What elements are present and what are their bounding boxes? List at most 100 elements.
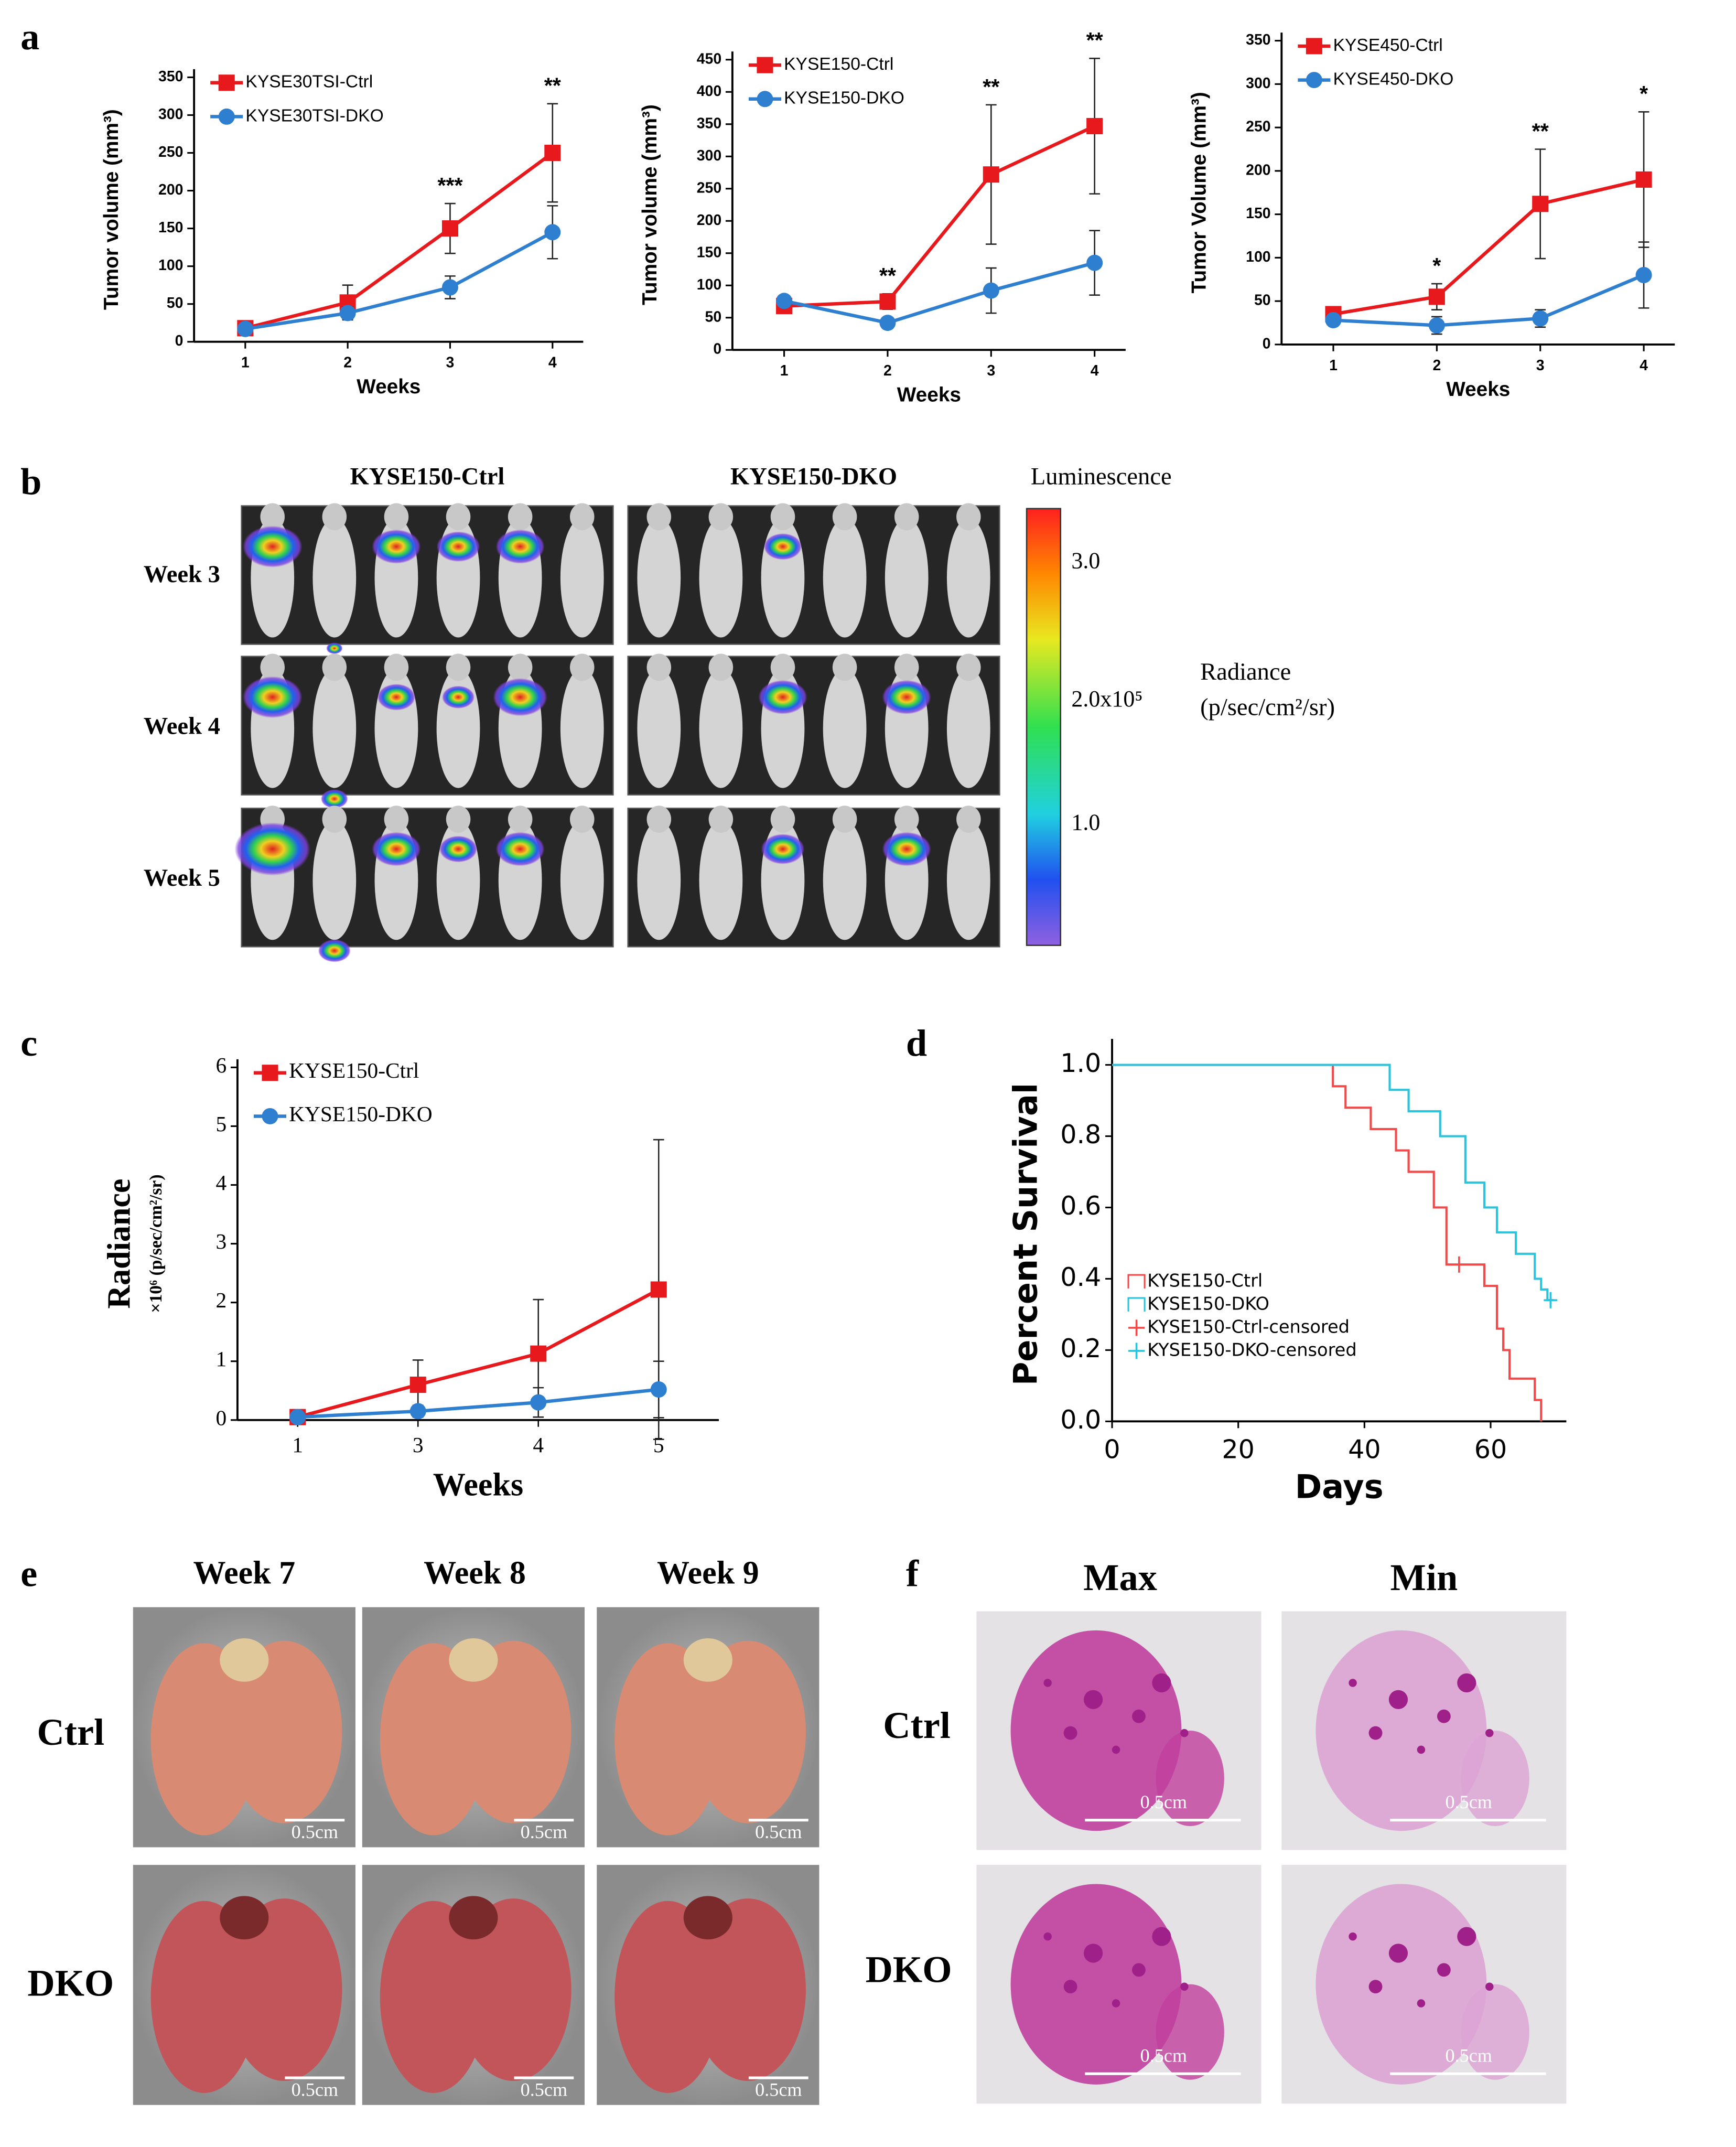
imaging-photo bbox=[241, 505, 614, 645]
significance: ** bbox=[1532, 119, 1549, 143]
lesion bbox=[1388, 1944, 1408, 1963]
series-line bbox=[245, 230, 554, 331]
marker bbox=[776, 293, 793, 309]
luminescence-signal bbox=[234, 822, 311, 876]
luminescence-signal bbox=[882, 680, 931, 714]
row-label: Ctrl bbox=[883, 1704, 951, 1746]
mouse-head bbox=[260, 503, 285, 531]
luminescence-signal bbox=[439, 835, 478, 863]
x-tick-label: 2 bbox=[883, 362, 892, 379]
marker bbox=[1086, 117, 1103, 134]
y-tick-label: 150 bbox=[1246, 205, 1270, 222]
lesion bbox=[1417, 1999, 1426, 2008]
legend-marker bbox=[757, 91, 773, 108]
luminescence-signal bbox=[761, 834, 805, 864]
lesion bbox=[1112, 1999, 1120, 2008]
y-tick-label: 100 bbox=[158, 257, 183, 274]
panel-label: f bbox=[906, 1552, 919, 1594]
y-tick-label: 1 bbox=[216, 1347, 227, 1371]
lung-lobe bbox=[226, 1640, 342, 1823]
x-tick-label: 1 bbox=[1329, 357, 1338, 374]
column-header: Week 7 bbox=[193, 1555, 295, 1591]
mouse bbox=[312, 669, 357, 788]
y-tick-label: 0.6 bbox=[1060, 1190, 1101, 1221]
marker bbox=[237, 320, 254, 337]
y-tick-label: 0 bbox=[1263, 335, 1271, 352]
survival-curve bbox=[1112, 1064, 1554, 1302]
unit-title: Radiance bbox=[1200, 659, 1291, 685]
y-tick-label: 100 bbox=[697, 276, 721, 293]
mouse bbox=[823, 518, 867, 638]
y-tick-label: 50 bbox=[167, 295, 184, 312]
scale-label: 0.5cm bbox=[1140, 2045, 1187, 2066]
luminescence-signal bbox=[758, 680, 807, 714]
significance: ** bbox=[879, 264, 897, 288]
lesion bbox=[1063, 1980, 1077, 1994]
mouse bbox=[946, 820, 990, 940]
panel-label: a bbox=[20, 15, 39, 58]
lesion bbox=[1112, 1745, 1120, 1754]
mouse-head bbox=[322, 806, 347, 833]
mouse-head bbox=[508, 806, 533, 833]
colorbar-tick-label: 1.0 bbox=[1071, 810, 1100, 835]
mouse bbox=[560, 669, 604, 788]
marker bbox=[289, 1409, 306, 1425]
luminescence-signal bbox=[493, 678, 547, 716]
trachea bbox=[683, 1896, 732, 1940]
x-tick-label: 4 bbox=[548, 355, 557, 371]
lesion bbox=[1368, 1980, 1383, 1994]
mouse-head bbox=[832, 653, 857, 681]
mouse bbox=[946, 518, 990, 638]
y-tick-label: 450 bbox=[697, 50, 721, 67]
unit: (p/sec/cm²/sr) bbox=[1200, 694, 1335, 721]
y-tick-label: 1.0 bbox=[1060, 1048, 1101, 1078]
tissue bbox=[1461, 1731, 1529, 1827]
tissue bbox=[1010, 1630, 1182, 1831]
series-line bbox=[297, 1288, 660, 1419]
y-tick-label: 200 bbox=[1246, 162, 1270, 178]
lung-lobe bbox=[690, 1898, 806, 2081]
series-line bbox=[297, 1388, 659, 1419]
legend-marker bbox=[262, 1065, 278, 1081]
row-label: Week 3 bbox=[144, 561, 220, 588]
x-tick-label: 3 bbox=[446, 355, 455, 371]
y-tick-label: 300 bbox=[1246, 75, 1270, 92]
legend-label: KYSE150-DKO bbox=[1147, 1293, 1269, 1314]
luminescence-signal bbox=[372, 832, 421, 866]
mouse-head bbox=[569, 806, 595, 833]
lung-lobe bbox=[614, 1901, 721, 2093]
y-tick-label: 250 bbox=[697, 179, 721, 196]
column-header: Max bbox=[1083, 1556, 1157, 1598]
mouse-head bbox=[956, 653, 981, 681]
luminescence-signal bbox=[242, 525, 303, 568]
y-tick-label: 250 bbox=[158, 144, 183, 160]
series-line bbox=[1333, 273, 1645, 327]
lesion bbox=[1457, 1927, 1476, 1946]
scale-label: 0.5cm bbox=[1140, 1791, 1187, 1812]
row-label: Ctrl bbox=[37, 1711, 104, 1753]
mouse-head bbox=[384, 503, 409, 531]
mouse bbox=[312, 518, 357, 638]
lesion bbox=[1485, 1729, 1494, 1737]
x-tick-label: 1 bbox=[292, 1433, 303, 1457]
marker bbox=[409, 1403, 426, 1420]
y-tick-label: 50 bbox=[1254, 292, 1271, 309]
mouse bbox=[823, 820, 867, 940]
lung-lobe bbox=[226, 1898, 342, 2081]
scale-label: 0.5cm bbox=[1445, 2045, 1492, 2066]
luminescence-signal bbox=[320, 789, 348, 809]
mouse bbox=[560, 518, 604, 638]
lesion bbox=[1349, 1679, 1357, 1687]
mouse bbox=[637, 518, 681, 638]
lesion bbox=[1368, 1726, 1383, 1740]
group-header: KYSE150-DKO bbox=[730, 464, 897, 490]
legend-label: KYSE150-Ctrl bbox=[1147, 1270, 1263, 1291]
legend-label: KYSE150-Ctrl bbox=[784, 55, 893, 74]
mouse-head bbox=[508, 653, 533, 681]
mouse-head bbox=[770, 653, 795, 681]
x-tick-label: 20 bbox=[1222, 1434, 1255, 1465]
y-tick-label: 3 bbox=[216, 1229, 227, 1253]
luminescence-signal bbox=[326, 642, 343, 654]
legend-marker bbox=[218, 108, 235, 125]
x-tick-label: 4 bbox=[1640, 357, 1648, 374]
